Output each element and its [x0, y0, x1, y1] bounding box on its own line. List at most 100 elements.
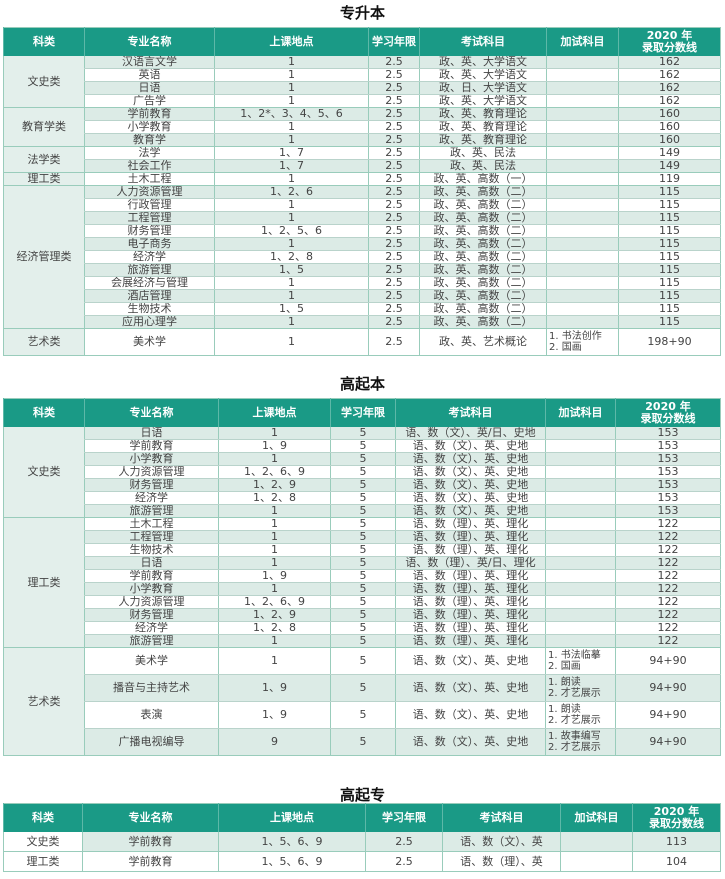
exam-subjects-cell: 政、英、高数（二）: [419, 250, 547, 264]
table-row: 广告学 1 2.5 政、英、大学语文 162: [4, 94, 721, 108]
exam-subjects-cell: 政、日、大学语文: [419, 81, 547, 95]
extra-subjects-cell: [546, 302, 619, 316]
header-duration: 学习年限: [330, 398, 396, 427]
extra-subjects-cell: [545, 608, 616, 622]
major-cell: 会展经济与管理: [84, 276, 215, 290]
table-row: 行政管理 1 2.5 政、英、高数（二） 115: [4, 198, 721, 212]
score-cell: 122: [615, 517, 721, 531]
location-cell: 1: [218, 530, 331, 544]
table-row: 电子商务 1 2.5 政、英、高数（二） 115: [4, 237, 721, 251]
duration-cell: 5: [330, 701, 396, 729]
exam-subjects-cell: 政、英、高数（二）: [419, 198, 547, 212]
major-cell: 学前教育: [82, 832, 219, 852]
exam-subjects-cell: 语、数（文）、英、史地: [395, 728, 546, 756]
extra-subjects-cell: [545, 634, 616, 648]
duration-cell: 5: [330, 465, 396, 479]
table-row: 经济学 1、2、8 5 语、数（文）、英、史地 153: [4, 491, 721, 505]
header-exam-subjects: 考试科目: [442, 803, 561, 832]
major-cell: 酒店管理: [84, 289, 215, 303]
major-cell: 广播电视编导: [84, 728, 219, 756]
extra-subjects-cell: [545, 530, 616, 544]
score-cell: 162: [618, 81, 721, 95]
location-cell: 1、2*、3、4、5、6: [214, 107, 369, 121]
duration-cell: 2.5: [368, 237, 420, 251]
major-cell: 旅游管理: [84, 504, 219, 518]
extra-subjects-cell: [545, 569, 616, 583]
header-extra-subjects: 加试科目: [560, 803, 633, 832]
major-cell: 行政管理: [84, 198, 215, 212]
exam-subjects-cell: 语、数（理）、英、理化: [395, 608, 546, 622]
category-cell: 文史类: [3, 56, 85, 108]
extra-subjects-cell: [546, 224, 619, 238]
exam-subjects-cell: 政、英、高数（二）: [419, 185, 547, 199]
location-cell: 1: [214, 289, 369, 303]
location-cell: 1: [218, 517, 331, 531]
major-cell: 表演: [84, 701, 219, 729]
location-cell: 1: [214, 237, 369, 251]
table-row: 旅游管理 1、5 2.5 政、英、高数（二） 115: [4, 263, 721, 277]
location-cell: 1: [214, 120, 369, 134]
score-cell: 160: [618, 133, 721, 147]
location-cell: 1、2、8: [214, 250, 369, 264]
major-cell: 人力资源管理: [84, 595, 219, 609]
exam-subjects-cell: 语、数（理）、英、理化: [395, 621, 546, 635]
duration-cell: 5: [330, 728, 396, 756]
duration-cell: 5: [330, 427, 396, 440]
extra-subjects-cell: [546, 172, 619, 186]
score-cell: 162: [618, 68, 721, 82]
major-cell: 英语: [84, 68, 215, 82]
location-cell: 1、2、8: [218, 621, 331, 635]
location-cell: 1: [214, 172, 369, 186]
exam-subjects-cell: 语、数（理）、英/日、理化: [395, 556, 546, 570]
header-major: 专业名称: [84, 27, 215, 56]
duration-cell: 2.5: [368, 276, 420, 290]
category-cell: 经济管理类: [3, 185, 85, 329]
location-cell: 1、9: [218, 701, 331, 729]
score-cell: 94+90: [615, 728, 721, 756]
exam-subjects-cell: 语、数（文）、英/日、史地: [395, 427, 546, 440]
location-cell: 1: [214, 198, 369, 212]
score-cell: 149: [618, 159, 721, 173]
score-cell: 115: [618, 185, 721, 199]
extra-subjects-cell: 1. 书法临摹 2. 国画: [545, 647, 616, 675]
table-row: 文史类 学前教育 1、5、6、9 2.5 语、数（文）、英 113: [3, 832, 721, 852]
major-cell: 应用心理学: [84, 315, 215, 329]
score-cell: 113: [632, 832, 721, 852]
header-exam-subjects: 考试科目: [395, 398, 546, 427]
table-row: 财务管理 1、2、5、6 2.5 政、英、高数（二） 115: [4, 224, 721, 238]
location-cell: 1、2、9: [218, 478, 331, 492]
extra-subjects-cell: [546, 289, 619, 303]
location-cell: 1: [218, 556, 331, 570]
table-row: 理工类 学前教育 1、5、6、9 2.5 语、数（理）、英 104: [3, 851, 721, 872]
extra-subjects-cell: [545, 439, 616, 453]
category-cell: 艺术类: [3, 328, 85, 356]
duration-cell: 2.5: [368, 120, 420, 134]
score-cell: 153: [615, 478, 721, 492]
exam-subjects-cell: 政、英、民法: [419, 159, 547, 173]
score-cell: 153: [615, 504, 721, 518]
exam-subjects-cell: 政、英、高数（二）: [419, 289, 547, 303]
location-cell: 1: [214, 211, 369, 225]
duration-cell: 2.5: [368, 94, 420, 108]
extra-subjects-cell: [545, 517, 616, 531]
major-cell: 学前教育: [82, 851, 219, 872]
extra-subjects-cell: [546, 315, 619, 329]
extra-subjects-cell: [546, 211, 619, 225]
extra-subjects-cell: [560, 851, 633, 872]
score-cell: 94+90: [615, 701, 721, 729]
major-cell: 法学: [84, 146, 215, 160]
duration-cell: 5: [330, 543, 396, 557]
header-score: 2020 年 录取分数线: [615, 398, 721, 427]
header-category: 科类: [3, 398, 85, 427]
exam-subjects-cell: 政、英、高数（一）: [419, 172, 547, 186]
category-cell: 理工类: [3, 517, 85, 648]
exam-subjects-cell: 政、英、高数（二）: [419, 302, 547, 316]
table-row: 工程管理 1 2.5 政、英、高数（二） 115: [4, 211, 721, 225]
exam-subjects-cell: 政、英、民法: [419, 146, 547, 160]
major-cell: 人力资源管理: [84, 465, 219, 479]
major-cell: 汉语言文学: [84, 56, 215, 69]
extra-subjects-cell: [546, 263, 619, 277]
extra-subjects-cell: [546, 146, 619, 160]
score-cell: 122: [615, 569, 721, 583]
location-cell: 1: [214, 68, 369, 82]
